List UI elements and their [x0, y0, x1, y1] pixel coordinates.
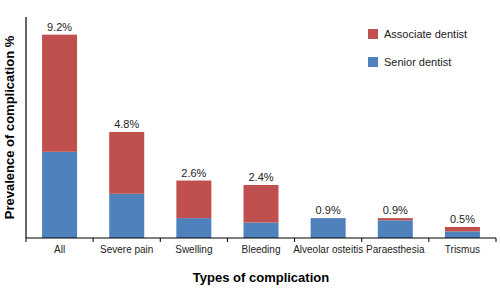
bar-segment	[42, 35, 77, 152]
chart: 9.2% 4.8% 2.6% 2.4% 0.9% 0.9% 0.5% All Severe pa…	[0, 0, 500, 289]
bar-segment	[109, 132, 144, 194]
y-axis	[25, 17, 26, 238]
bar-segment	[42, 152, 77, 238]
x-tick	[496, 238, 497, 242]
x-tick	[428, 238, 429, 242]
x-axis	[26, 237, 496, 238]
x-tick-label: All	[54, 244, 65, 255]
bar-segment	[378, 218, 413, 220]
legend-label: Senior dentist	[384, 56, 451, 68]
bar-segment	[378, 220, 413, 238]
x-tick	[361, 238, 362, 242]
bars	[42, 35, 480, 238]
total-label: 0.9%	[383, 204, 408, 216]
total-label: 2.4%	[248, 171, 273, 183]
legend-label: Associate dentist	[384, 28, 467, 40]
bar-segment	[244, 223, 279, 238]
bar-segment	[445, 227, 480, 231]
legend-swatch	[368, 29, 378, 39]
x-tick	[93, 238, 94, 242]
x-tick-label: Paraesthesia	[366, 244, 425, 255]
x-tick	[227, 238, 228, 242]
total-label: 0.9%	[316, 204, 341, 216]
total-label: 9.2%	[47, 21, 72, 33]
x-tick-label: Trismus	[445, 244, 480, 255]
x-tick	[160, 238, 161, 242]
y-axis-title: Prevalence of complication %	[2, 35, 17, 219]
x-tick	[294, 238, 295, 242]
x-tick-label: Severe pain	[100, 244, 153, 255]
bar-segment	[311, 218, 346, 238]
bar-segment	[445, 231, 480, 238]
bar-segment	[311, 218, 346, 219]
legend: Associate dentist Senior dentist	[368, 28, 467, 68]
x-tick-label: Swelling	[175, 244, 212, 255]
total-label: 0.5%	[450, 213, 475, 225]
bar-segment	[176, 218, 211, 238]
bar-segment	[176, 181, 211, 219]
x-tick-label: Alveolar osteitis	[293, 244, 363, 255]
x-axis-title: Types of complication	[193, 270, 329, 285]
total-label: 2.6%	[181, 167, 206, 179]
legend-swatch	[368, 57, 378, 67]
bar-segment	[109, 194, 144, 238]
bar-segment	[244, 185, 279, 223]
total-label: 4.8%	[114, 118, 139, 130]
x-tick	[26, 238, 27, 242]
x-tick-label: Bleeding	[242, 244, 281, 255]
